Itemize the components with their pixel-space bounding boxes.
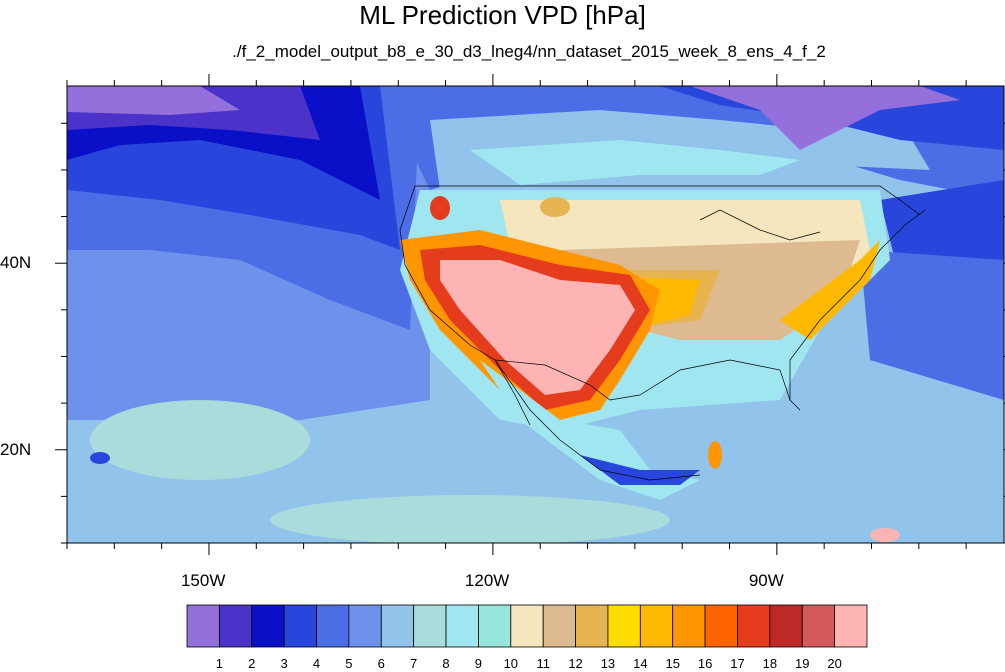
colorbar-swatch [834, 604, 868, 648]
vpd-hawaii-patch [90, 452, 110, 464]
colorbar-tick-label: 18 [762, 656, 778, 671]
colorbar-swatch [478, 604, 512, 648]
colorbar-swatch [283, 604, 317, 648]
great-lakes [699, 209, 821, 241]
map-field [67, 86, 1004, 543]
us-canada-border [415, 185, 921, 216]
plot-title: ML Prediction VPD [hPa] [359, 0, 646, 30]
mexico-coast [494, 359, 701, 481]
colorbar-tick-label: 19 [795, 656, 810, 671]
baja-coast [494, 359, 531, 426]
vpd-southwest-pink [440, 260, 635, 395]
colorbar-swatch [445, 604, 479, 648]
colorbar-tick-label: 20 [827, 656, 842, 671]
lon-tick-label: 90W [748, 571, 784, 590]
colorbar-tick-label: 13 [600, 656, 616, 671]
colorbar-tick-label: 17 [730, 656, 745, 671]
colorbar-tick-label: 9 [474, 656, 483, 671]
colorbar-swatch [607, 604, 641, 648]
colorbar [186, 604, 868, 648]
colorbar-tick-label: 2 [248, 656, 256, 671]
colorbar-tick-label: 5 [345, 656, 353, 671]
colorbar-tick-label: 15 [665, 656, 680, 671]
map-borders [399, 185, 926, 481]
colorbar-tick-label: 10 [503, 656, 519, 671]
map-ticks [55, 74, 1005, 555]
vpd-atlantic-band-2 [860, 250, 1004, 400]
colorbar-swatch [413, 604, 447, 648]
colorbar-swatch [542, 604, 576, 648]
colorbar-tick-label: 14 [633, 656, 648, 671]
colorbar-swatch [380, 604, 415, 648]
vpd-idaho-patch [540, 197, 570, 217]
colorbar-swatch [639, 604, 674, 648]
vpd-gulf-streak [708, 441, 722, 469]
colorbar-tick-label: 7 [410, 656, 418, 671]
vpd-east-coast [780, 240, 880, 340]
vpd-pacific-band-0 [67, 86, 240, 115]
lat-tick-label: 20N [0, 439, 32, 459]
vpd-caribbean-patch [870, 528, 900, 542]
colorbar-tick-label: 16 [697, 656, 713, 671]
colorbar-tick-label: 1 [215, 656, 223, 671]
colorbar-swatch [218, 604, 253, 648]
lon-tick-label: 150W [180, 571, 226, 590]
colorbar-swatch [801, 604, 836, 648]
us-gulf-coast [639, 359, 801, 411]
colorbar-tick-label: 8 [442, 656, 450, 671]
colorbar-swatch [704, 604, 738, 648]
lon-tick-label: 120W [464, 571, 510, 590]
vpd-mexico [480, 360, 700, 500]
colorbar-swatch [672, 604, 706, 648]
colorbar-tick-label: 12 [568, 656, 583, 671]
map-frame [66, 85, 1005, 544]
colorbar-swatch [769, 604, 803, 648]
colorbar-swatch [737, 604, 771, 648]
us-mexico-border [494, 359, 641, 401]
colorbar-swatch [348, 604, 382, 648]
plot-subtitle: ./f_2_model_output_b8_e_30_d3_lneg4/nn_d… [232, 42, 826, 61]
colorbar-swatch [575, 604, 609, 648]
vpd-canada-teal [470, 140, 800, 185]
vpd-oregon-hotspot [430, 196, 450, 220]
colorbar-swatch [316, 604, 350, 648]
vpd-hudson-purple [690, 86, 960, 150]
colorbar-swatch [510, 604, 544, 648]
us-east-coast [789, 209, 926, 400]
lat-tick-label: 40N [0, 253, 32, 273]
colorbar-tick-label: 6 [377, 656, 385, 671]
colorbar-tick-label: 4 [312, 656, 321, 671]
vpd-mexico-blue [580, 455, 700, 485]
vpd-subtropical-patch [90, 400, 310, 480]
colorbar-swatch [186, 604, 220, 648]
vpd-subtropical-patch-2 [270, 495, 670, 543]
us-west-coast [399, 185, 496, 361]
colorbar-swatch [251, 604, 285, 648]
colorbar-tick-label: 11 [536, 656, 550, 671]
colorbar-tick-label: 3 [280, 656, 288, 671]
